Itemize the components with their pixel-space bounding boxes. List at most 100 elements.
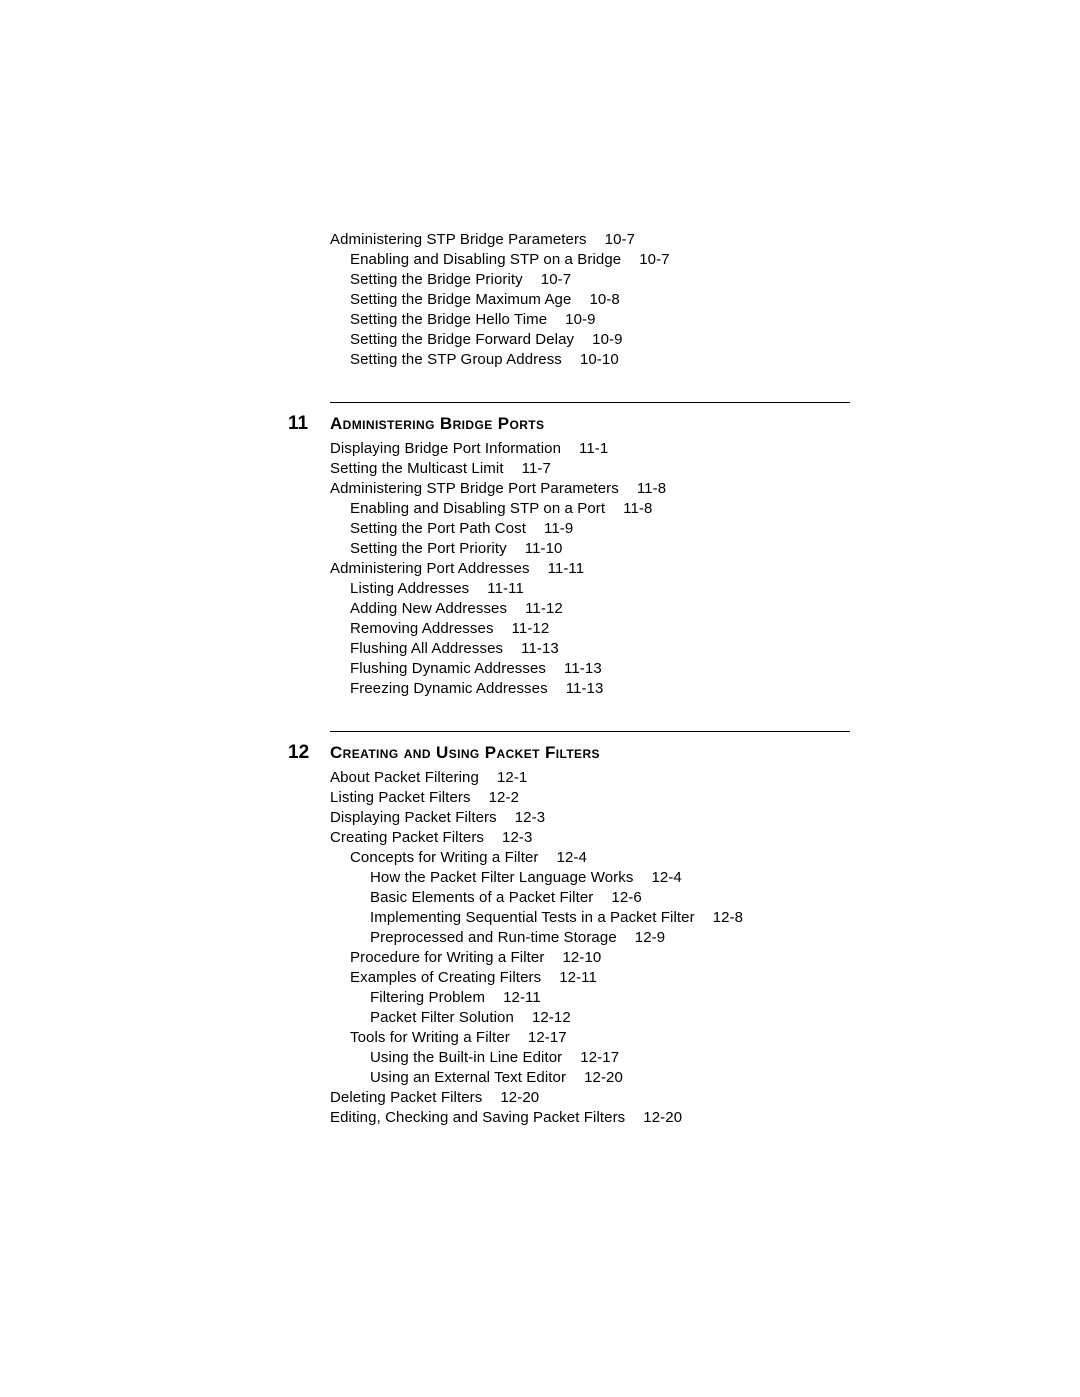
toc-content: Administering STP Bridge Parameters10-7E…: [330, 230, 950, 1128]
toc-entry-title: About Packet Filtering: [330, 769, 479, 786]
toc-entry-page: 11-11: [487, 580, 524, 597]
toc-entry: Filtering Problem 12-11: [370, 988, 950, 1008]
toc-entry-title: Preprocessed and Run-time Storage: [370, 929, 617, 946]
toc-entry-title: Administering STP Bridge Parameters: [330, 231, 587, 248]
toc-page: Administering STP Bridge Parameters10-7E…: [0, 0, 1080, 1397]
toc-entry: Listing Addresses11-11: [350, 579, 950, 599]
toc-entry-page: 10-9: [565, 311, 595, 328]
toc-entry: Adding New Addresses 11-12: [350, 599, 950, 619]
toc-entry-title: Flushing Dynamic Addresses: [350, 660, 546, 677]
toc-entry: Displaying Bridge Port Information 11-1: [330, 439, 950, 459]
chapter-block: 11Administering Bridge PortsDisplaying B…: [330, 402, 950, 699]
toc-entry-page: 12-17: [528, 1029, 567, 1046]
toc-entry-page: 10-7: [605, 231, 635, 248]
toc-entry-title: Concepts for Writing a Filter: [350, 849, 539, 866]
toc-entry-page: 12-6: [611, 889, 641, 906]
chapter-number: 11: [288, 413, 330, 435]
toc-entry-title: Setting the Bridge Priority: [350, 271, 523, 288]
toc-entry: About Packet Filtering 12-1: [330, 768, 950, 788]
toc-entry-page: 12-17: [580, 1049, 619, 1066]
toc-entry: Administering STP Bridge Parameters 10-7: [330, 230, 950, 250]
toc-entry-page: 11-8: [623, 500, 652, 517]
toc-entry: Tools for Writing a Filter 12-17: [350, 1028, 950, 1048]
toc-entry: Setting the Bridge Maximum Age 10-8: [350, 290, 950, 310]
toc-entry-page: 11-13: [564, 660, 602, 677]
chapter-rule: [330, 731, 850, 732]
toc-entry-page: 10-8: [589, 291, 619, 308]
toc-entry-title: Removing Addresses: [350, 620, 494, 637]
toc-entry-title: Setting the Port Priority: [350, 540, 507, 557]
toc-entry: Concepts for Writing a Filter12-4: [350, 848, 950, 868]
toc-entry-page: 11-12: [512, 620, 550, 637]
toc-entry: Setting the Multicast Limit11-7: [330, 459, 950, 479]
toc-entry-page: 12-3: [515, 809, 545, 826]
chapter-list: 11Administering Bridge PortsDisplaying B…: [330, 402, 950, 1128]
toc-entry-title: Implementing Sequential Tests in a Packe…: [370, 909, 695, 926]
toc-entry-page: 12-20: [584, 1069, 623, 1086]
toc-entry-title: How the Packet Filter Language Works: [370, 869, 633, 886]
toc-entry: Administering Port Addresses11-11: [330, 559, 950, 579]
toc-entry-title: Procedure for Writing a Filter: [350, 949, 544, 966]
toc-entry-title: Filtering Problem: [370, 989, 485, 1006]
toc-entry: Enabling and Disabling STP on a Bridge 10…: [350, 250, 950, 270]
toc-entry-title: Using the Built-in Line Editor: [370, 1049, 562, 1066]
toc-entry-page: 12-20: [643, 1109, 682, 1126]
toc-entry: Procedure for Writing a Filter 12-10: [350, 948, 950, 968]
toc-entry: Setting the STP Group Address10-10: [350, 350, 950, 370]
toc-entry: Setting the Bridge Forward Delay 10-9: [350, 330, 950, 350]
toc-entry-title: Examples of Creating Filters: [350, 969, 541, 986]
toc-entry-page: 12-20: [500, 1089, 539, 1106]
toc-entry: Setting the Port Priority 11-10: [350, 539, 950, 559]
toc-entry: Setting the Bridge Priority 10-7: [350, 270, 950, 290]
toc-entry: How the Packet Filter Language Works 12-4: [370, 868, 950, 888]
toc-entry-page: 11-7: [522, 460, 551, 477]
toc-entry-page: 11-1: [579, 440, 608, 457]
toc-entry-page: 10-7: [639, 251, 669, 268]
toc-entry-page: 10-9: [592, 331, 622, 348]
toc-entry: Enabling and Disabling STP on a Port 11-8: [350, 499, 950, 519]
chapter-entries: Displaying Bridge Port Information 11-1 Se…: [330, 439, 950, 699]
toc-entry: Packet Filter Solution12-12: [370, 1008, 950, 1028]
toc-entry: Removing Addresses 11-12: [350, 619, 950, 639]
chapter-entries: About Packet Filtering12-1Listing Packet…: [330, 768, 950, 1128]
chapter-heading: 12Creating and Using Packet Filters: [330, 742, 950, 764]
toc-entry-title: Packet Filter Solution: [370, 1009, 514, 1026]
toc-entry-title: Displaying Packet Filters: [330, 809, 497, 826]
toc-entry-title: Setting the Bridge Maximum Age: [350, 291, 571, 308]
toc-entry-page: 11-10: [525, 540, 563, 557]
toc-entry-page: 12-9: [635, 929, 665, 946]
toc-entry-page: 12-8: [713, 909, 743, 926]
toc-entry-page: 12-11: [503, 989, 541, 1006]
toc-entry-title: Basic Elements of a Packet Filter: [370, 889, 593, 906]
toc-entry-title: Tools for Writing a Filter: [350, 1029, 510, 1046]
toc-entry-title: Enabling and Disabling STP on a Bridge: [350, 251, 621, 268]
toc-entry-title: Deleting Packet Filters: [330, 1089, 482, 1106]
toc-entry-page: 11-9: [544, 520, 573, 537]
toc-entry: Displaying Packet Filters 12-3: [330, 808, 950, 828]
toc-entry-page: 12-1: [497, 769, 527, 786]
toc-entry: Setting the Port Path Cost11-9: [350, 519, 950, 539]
toc-entry: Setting the Bridge Hello Time 10-9: [350, 310, 950, 330]
toc-entry-title: Administering STP Bridge Port Parameters: [330, 480, 619, 497]
chapter-title: Creating and Using Packet Filters: [330, 743, 600, 763]
toc-entry: Flushing Dynamic Addresses 11-13: [350, 659, 950, 679]
toc-entry-title: Enabling and Disabling STP on a Port: [350, 500, 605, 517]
toc-entry-page: 12-11: [559, 969, 597, 986]
chapter-number: 12: [288, 742, 330, 764]
toc-entry: Implementing Sequential Tests in a Packe…: [370, 908, 950, 928]
toc-entry-page: 12-4: [651, 869, 681, 886]
toc-entry: Flushing All Addresses11-13: [350, 639, 950, 659]
toc-entry-title: Setting the Bridge Hello Time: [350, 311, 547, 328]
toc-entry: Basic Elements of a Packet Filter 12-6: [370, 888, 950, 908]
toc-entry-title: Adding New Addresses: [350, 600, 507, 617]
toc-entry-page: 10-7: [541, 271, 571, 288]
toc-entry-page: 12-2: [489, 789, 519, 806]
toc-entry-title: Setting the Bridge Forward Delay: [350, 331, 574, 348]
toc-entry-title: Displaying Bridge Port Information: [330, 440, 561, 457]
toc-entry: Deleting Packet Filters 12-20: [330, 1088, 950, 1108]
toc-entry-title: Editing, Checking and Saving Packet Filt…: [330, 1109, 625, 1126]
toc-entry-page: 12-10: [562, 949, 601, 966]
chapter-title: Administering Bridge Ports: [330, 414, 544, 434]
toc-entry: Using an External Text Editor12-20: [370, 1068, 950, 1088]
toc-entry-page: 11-12: [525, 600, 563, 617]
